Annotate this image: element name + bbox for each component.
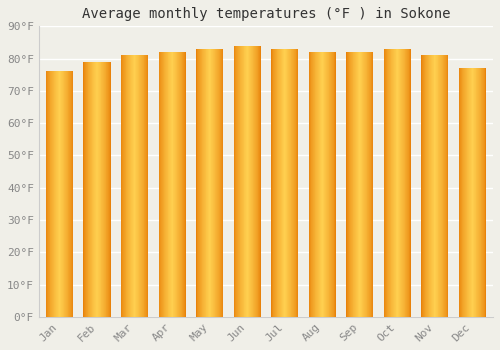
Title: Average monthly temperatures (°F ) in Sokone: Average monthly temperatures (°F ) in So…: [82, 7, 450, 21]
